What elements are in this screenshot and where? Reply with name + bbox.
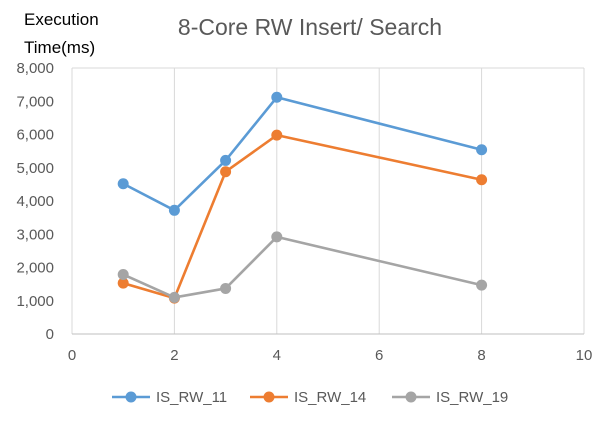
legend-marker-IS_RW_11: [125, 391, 137, 403]
x-tick-label: 0: [68, 347, 76, 364]
x-tick-label: 2: [170, 347, 178, 364]
data-point-IS_RW_19: [271, 231, 283, 243]
y-tick-label: 5,000: [16, 160, 54, 177]
chart-title: 8-Core RW Insert/ Search: [177, 14, 443, 40]
data-point-IS_RW_19: [117, 268, 129, 280]
x-tick-label: 10: [576, 347, 593, 364]
data-point-IS_RW_11: [220, 154, 232, 166]
y-tick-label: 1,000: [16, 293, 54, 310]
data-point-IS_RW_14: [271, 129, 283, 141]
x-tick-label: 4: [273, 347, 281, 364]
x-tick-label: 8: [477, 347, 485, 364]
data-point-IS_RW_11: [168, 204, 180, 216]
data-point-IS_RW_11: [117, 178, 129, 190]
y-tick-label: 0: [46, 326, 54, 343]
data-point-IS_RW_19: [220, 282, 232, 294]
y-tick-label: 3,000: [16, 226, 54, 243]
legend-label-IS_RW_11: IS_RW_11: [156, 389, 227, 406]
legend-label-IS_RW_19: IS_RW_19: [436, 389, 508, 406]
y-axis-label-line-2: Time(ms): [24, 38, 96, 57]
data-point-IS_RW_19: [476, 279, 488, 291]
data-point-IS_RW_14: [220, 166, 232, 178]
data-point-IS_RW_14: [476, 174, 488, 186]
data-point-IS_RW_19: [168, 291, 180, 303]
data-point-IS_RW_11: [271, 91, 283, 103]
data-point-IS_RW_11: [476, 144, 488, 156]
y-axis-label-line-1: Execution: [24, 10, 99, 29]
legend-label-IS_RW_14: IS_RW_14: [294, 389, 366, 406]
y-tick-label: 7,000: [16, 93, 54, 110]
legend-marker-IS_RW_14: [263, 391, 275, 403]
y-tick-label: 4,000: [16, 193, 54, 210]
y-tick-label: 8,000: [16, 60, 54, 77]
legend-marker-IS_RW_19: [405, 391, 417, 403]
y-tick-label: 6,000: [16, 127, 54, 144]
series-line-IS_RW_11: [122, 95, 482, 212]
x-tick-label: 6: [375, 347, 383, 364]
y-tick-label: 2,000: [16, 260, 54, 277]
data-point-IS_RW_14: [117, 277, 129, 289]
